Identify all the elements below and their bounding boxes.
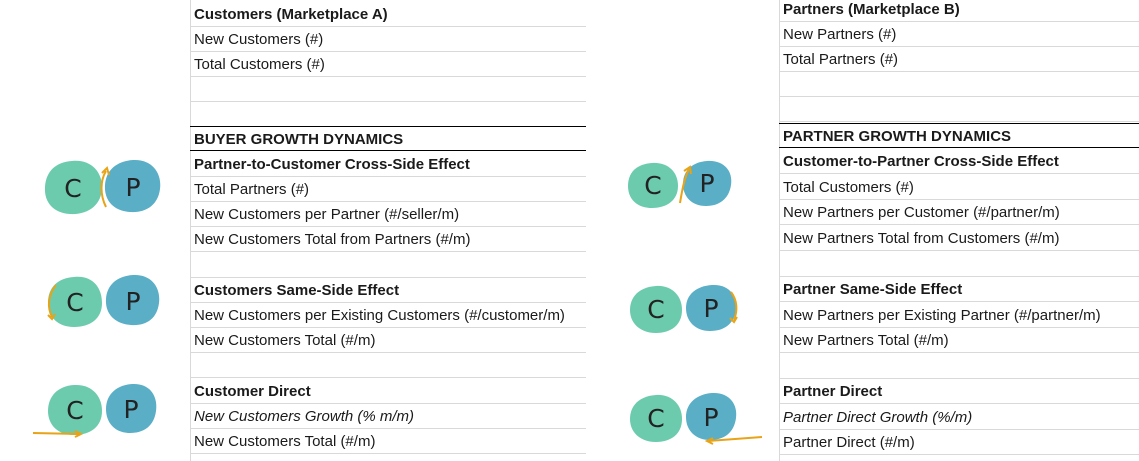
p-blob (106, 383, 157, 433)
c-label: C (64, 174, 81, 203)
same-side-effect-title: Customers Same-Side Effect (190, 278, 586, 303)
cell-new-partners-per-customer[interactable]: New Partners per Customer (#/partner/m) (779, 200, 1139, 225)
cell-empty[interactable] (190, 253, 586, 278)
cross-side-effect-title: Partner-to-Customer Cross-Side Effect (190, 152, 586, 177)
arrow-icon (730, 291, 738, 321)
cell-empty[interactable] (190, 353, 586, 378)
p-label: P (703, 403, 718, 432)
p-blob (686, 392, 737, 440)
customer-direct-title: Customer Direct (190, 379, 586, 404)
cell-new-customers-total[interactable]: New Customers Total (#/m) (190, 328, 586, 353)
cell-partner-direct[interactable]: Partner Direct (#/m) (779, 430, 1139, 455)
arrow-icon (707, 436, 763, 442)
right-grid-line (779, 0, 780, 461)
same-side-diagram: C P (624, 282, 744, 338)
cell-new-partners[interactable]: New Partners (#) (779, 22, 1139, 47)
cell-new-partners-total-from-customers[interactable]: New Partners Total from Customers (#/m) (779, 226, 1139, 251)
c-label: C (647, 404, 664, 433)
p-blob (686, 284, 737, 331)
cell-empty[interactable] (779, 72, 1139, 97)
cell-total-partners[interactable]: Total Partners (#) (190, 177, 586, 202)
cell-empty[interactable] (779, 252, 1139, 277)
partner-growth-header: PARTNER GROWTH DYNAMICS (779, 123, 1139, 148)
cell-total-customers[interactable]: Total Customers (#) (190, 52, 586, 77)
p-label: P (125, 173, 140, 202)
c-blob (630, 394, 682, 442)
p-label: P (699, 169, 714, 198)
cell-new-customers-per-partner[interactable]: New Customers per Partner (#/seller/m) (190, 202, 586, 227)
left-sheet: Customers (Marketplace A) New Customers … (190, 0, 586, 461)
partners-section-title: Partners (Marketplace B) (779, 0, 1139, 22)
p-blob (104, 159, 161, 213)
cell-partner-direct-growth[interactable]: Partner Direct Growth (%/m) (779, 405, 1139, 430)
direct-diagram: C P (30, 382, 166, 442)
c-blob (48, 384, 102, 435)
partner-direct-title: Partner Direct (779, 379, 1139, 404)
cell-total-partners[interactable]: Total Partners (#) (779, 47, 1139, 72)
cell-new-partners-total[interactable]: New Partners Total (#/m) (779, 328, 1139, 353)
cell-new-partners-per-existing[interactable]: New Partners per Existing Partner (#/par… (779, 303, 1139, 328)
p-label: P (125, 287, 140, 316)
cell-new-customers-total-from-partners[interactable]: New Customers Total from Partners (#/m) (190, 227, 586, 252)
c-blob (44, 160, 102, 215)
c-blob (630, 285, 682, 333)
arrow-icon (47, 284, 57, 318)
same-side-effect-title: Partner Same-Side Effect (779, 277, 1139, 302)
cell-new-customers-total-direct[interactable]: New Customers Total (#/m) (190, 429, 586, 454)
cell-empty[interactable] (779, 97, 1139, 122)
p-blob (683, 160, 732, 206)
same-side-diagram: C P (40, 271, 166, 333)
arrow-icon (679, 168, 690, 204)
cell-empty[interactable] (190, 77, 586, 102)
p-label: P (703, 294, 718, 323)
cell-new-customers-per-existing[interactable]: New Customers per Existing Customers (#/… (190, 303, 586, 328)
p-blob (105, 274, 160, 326)
cell-empty[interactable] (190, 102, 586, 127)
right-sheet: Partners (Marketplace B) New Partners (#… (779, 0, 1139, 461)
cross-side-diagram: C P (622, 157, 738, 213)
customers-section-title: Customers (Marketplace A) (190, 2, 586, 27)
arrow-icon (32, 432, 81, 435)
p-label: P (123, 395, 138, 424)
cross-side-effect-title: Customer-to-Partner Cross-Side Effect (779, 149, 1139, 174)
c-blob (628, 162, 678, 208)
cell-new-customers[interactable]: New Customers (#) (190, 27, 586, 52)
cell-empty[interactable] (779, 354, 1139, 379)
left-grid-line (190, 0, 191, 461)
c-label: C (66, 288, 83, 317)
buyer-growth-header: BUYER GROWTH DYNAMICS (190, 126, 586, 151)
direct-diagram: C P (624, 390, 764, 448)
c-label: C (66, 396, 83, 425)
arrow-icon (100, 170, 107, 208)
c-label: C (647, 295, 664, 324)
cell-new-customers-growth[interactable]: New Customers Growth (% m/m) (190, 404, 586, 429)
cross-side-diagram: C P (40, 157, 166, 219)
cell-total-customers[interactable]: Total Customers (#) (779, 175, 1139, 200)
c-label: C (644, 171, 661, 200)
c-blob (48, 276, 102, 327)
